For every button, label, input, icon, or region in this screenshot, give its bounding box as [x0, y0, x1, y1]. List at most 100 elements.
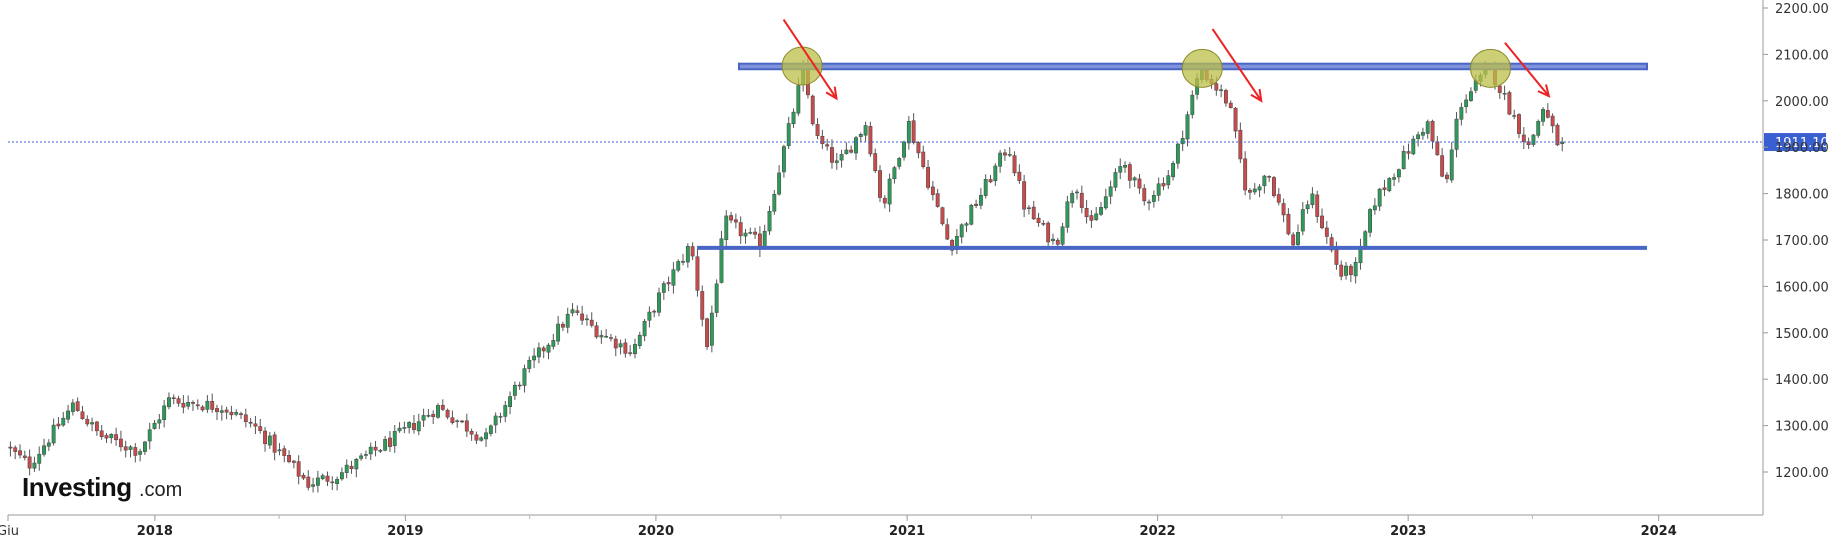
candle — [1358, 238, 1363, 270]
candle-body — [272, 434, 277, 453]
candle-body — [993, 165, 998, 182]
candle — [114, 427, 119, 446]
candle-body — [1305, 204, 1310, 210]
candle — [926, 160, 930, 190]
candle — [849, 145, 854, 154]
candle-body — [368, 446, 373, 455]
candle-body — [613, 338, 618, 349]
candle — [527, 356, 532, 373]
candle-body — [75, 401, 80, 411]
candle-body — [157, 419, 162, 424]
candle — [1464, 94, 1469, 114]
candle-body — [383, 439, 388, 451]
candle — [671, 262, 676, 294]
candle-body — [1406, 151, 1411, 154]
candle-body — [753, 231, 758, 235]
x-tick-label: Giu — [0, 524, 19, 539]
candle-body — [1387, 178, 1392, 192]
candle-body — [897, 158, 902, 167]
candle — [1257, 184, 1262, 198]
candle — [464, 413, 469, 437]
candle-body — [599, 335, 604, 338]
candle-body — [445, 409, 450, 418]
candle — [1123, 161, 1127, 174]
candle — [1392, 173, 1397, 187]
candle-body — [791, 111, 796, 125]
candle — [647, 306, 652, 328]
down-arrow — [1504, 42, 1551, 98]
candle — [349, 460, 354, 474]
candle — [200, 405, 205, 412]
candle — [287, 450, 291, 464]
candle-body — [1372, 205, 1377, 211]
candle — [210, 393, 215, 413]
candle — [1248, 187, 1252, 200]
candle — [661, 280, 666, 300]
candle-body — [1094, 213, 1099, 220]
candle — [1175, 142, 1180, 169]
candle-body — [974, 203, 979, 206]
candle-body — [118, 438, 123, 448]
candle-body — [1228, 102, 1233, 108]
candle-body — [565, 313, 570, 328]
candle — [282, 445, 287, 463]
candle-body — [868, 126, 873, 155]
candle-body — [1041, 223, 1046, 225]
candle — [700, 285, 705, 327]
candle — [575, 305, 580, 316]
candle — [484, 427, 488, 447]
candle — [580, 305, 585, 326]
candle-body — [1036, 217, 1041, 223]
candle-body — [983, 179, 988, 196]
candle-body — [1127, 164, 1132, 181]
candle — [1113, 168, 1118, 192]
candle — [474, 431, 479, 444]
annotations-layer: 1911.10 — [8, 19, 1829, 250]
candle-body — [306, 476, 311, 488]
candle-body — [825, 144, 830, 147]
candle-body — [1223, 90, 1228, 104]
candle — [517, 381, 522, 390]
candle-body — [1430, 120, 1435, 142]
candle-body — [56, 423, 61, 427]
candle — [657, 287, 661, 317]
candle-body — [167, 397, 171, 408]
candle — [1156, 177, 1161, 202]
candle-body — [1123, 164, 1127, 168]
candle — [1324, 221, 1329, 244]
candle-body — [215, 408, 219, 413]
candle — [589, 312, 594, 328]
candle-body — [1392, 177, 1397, 180]
candle — [18, 444, 22, 459]
candle-body — [85, 419, 90, 425]
candle-body — [426, 415, 431, 417]
candle-body — [18, 450, 22, 456]
candle — [339, 467, 344, 481]
candle-body — [512, 384, 517, 396]
arrow-head — [825, 86, 838, 101]
candle — [368, 442, 373, 460]
candle — [359, 453, 364, 461]
candle — [998, 149, 1003, 173]
candle-body — [267, 435, 272, 446]
candle — [1353, 257, 1358, 284]
candle-body — [1079, 192, 1084, 208]
candle-body — [695, 256, 700, 291]
candle — [191, 400, 195, 411]
candle-body — [455, 420, 460, 422]
candle — [205, 395, 210, 413]
candle — [195, 399, 200, 410]
candle — [503, 400, 508, 423]
candle-body — [70, 402, 75, 412]
candle — [988, 175, 993, 184]
candle-body — [133, 447, 138, 456]
candle-body — [546, 344, 551, 353]
candle — [416, 413, 421, 436]
peak-circle — [1181, 48, 1223, 88]
candle-body — [147, 429, 152, 442]
candle-body — [873, 153, 878, 172]
candle-body — [911, 120, 916, 143]
candle — [633, 338, 637, 359]
